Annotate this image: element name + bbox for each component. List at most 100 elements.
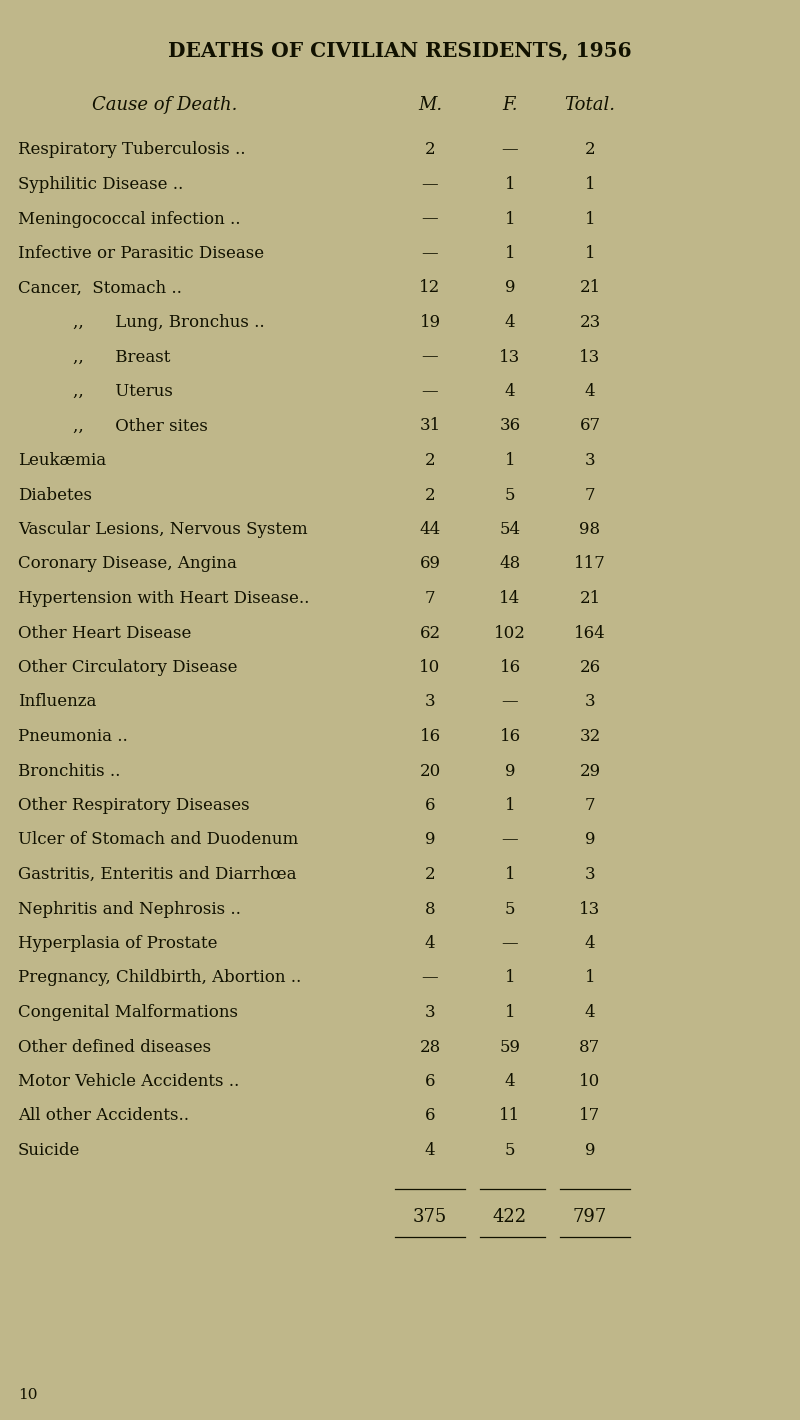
Text: —: —: [422, 970, 438, 987]
Text: ,,      Other sites: ,, Other sites: [73, 417, 208, 435]
Text: 1: 1: [505, 797, 515, 814]
Text: 4: 4: [505, 1074, 515, 1091]
Text: —: —: [422, 246, 438, 263]
Text: Other defined diseases: Other defined diseases: [18, 1038, 211, 1055]
Text: —: —: [502, 693, 518, 710]
Text: 21: 21: [579, 280, 601, 297]
Text: 164: 164: [574, 625, 606, 642]
Text: 1: 1: [505, 246, 515, 263]
Text: —: —: [422, 176, 438, 193]
Text: —: —: [502, 142, 518, 159]
Text: 5: 5: [505, 1142, 515, 1159]
Text: —: —: [502, 934, 518, 951]
Text: Cancer,  Stomach ..: Cancer, Stomach ..: [18, 280, 182, 297]
Text: 48: 48: [499, 555, 521, 572]
Text: 10: 10: [419, 659, 441, 676]
Text: —: —: [502, 832, 518, 849]
Text: 1: 1: [585, 246, 595, 263]
Text: 2: 2: [425, 452, 435, 469]
Text: 9: 9: [585, 832, 595, 849]
Text: 62: 62: [419, 625, 441, 642]
Text: Other Circulatory Disease: Other Circulatory Disease: [18, 659, 238, 676]
Text: 9: 9: [425, 832, 435, 849]
Text: 3: 3: [425, 693, 435, 710]
Text: 9: 9: [505, 280, 515, 297]
Text: 28: 28: [419, 1038, 441, 1055]
Text: —: —: [422, 348, 438, 365]
Text: 5: 5: [505, 900, 515, 917]
Text: 422: 422: [493, 1208, 527, 1225]
Text: Diabetes: Diabetes: [18, 487, 92, 504]
Text: 5: 5: [505, 487, 515, 504]
Text: 26: 26: [579, 659, 601, 676]
Text: 4: 4: [505, 314, 515, 331]
Text: 23: 23: [579, 314, 601, 331]
Text: 4: 4: [585, 1004, 595, 1021]
Text: Respiratory Tuberculosis ..: Respiratory Tuberculosis ..: [18, 142, 246, 159]
Text: 12: 12: [419, 280, 441, 297]
Text: 3: 3: [425, 1004, 435, 1021]
Text: 21: 21: [579, 589, 601, 606]
Text: 69: 69: [419, 555, 441, 572]
Text: 4: 4: [585, 934, 595, 951]
Text: 7: 7: [585, 487, 595, 504]
Text: Total.: Total.: [565, 97, 615, 114]
Text: 1: 1: [585, 176, 595, 193]
Text: Nephritis and Nephrosis ..: Nephritis and Nephrosis ..: [18, 900, 241, 917]
Text: 13: 13: [579, 348, 601, 365]
Text: Infective or Parasitic Disease: Infective or Parasitic Disease: [18, 246, 264, 263]
Text: 117: 117: [574, 555, 606, 572]
Text: Other Respiratory Diseases: Other Respiratory Diseases: [18, 797, 250, 814]
Text: All other Accidents..: All other Accidents..: [18, 1108, 189, 1125]
Text: 2: 2: [425, 142, 435, 159]
Text: 87: 87: [579, 1038, 601, 1055]
Text: Pneumonia ..: Pneumonia ..: [18, 728, 128, 746]
Text: Hypertension with Heart Disease..: Hypertension with Heart Disease..: [18, 589, 310, 606]
Text: 16: 16: [499, 659, 521, 676]
Text: 67: 67: [579, 417, 601, 435]
Text: Ulcer of Stomach and Duodenum: Ulcer of Stomach and Duodenum: [18, 832, 298, 849]
Text: 1: 1: [505, 452, 515, 469]
Text: Hyperplasia of Prostate: Hyperplasia of Prostate: [18, 934, 218, 951]
Text: ,,      Lung, Bronchus ..: ,, Lung, Bronchus ..: [73, 314, 265, 331]
Text: 10: 10: [18, 1387, 38, 1402]
Text: —: —: [422, 210, 438, 227]
Text: Syphilitic Disease ..: Syphilitic Disease ..: [18, 176, 183, 193]
Text: 3: 3: [585, 693, 595, 710]
Text: 4: 4: [505, 383, 515, 400]
Text: 4: 4: [585, 383, 595, 400]
Text: 4: 4: [425, 1142, 435, 1159]
Text: ,,      Uterus: ,, Uterus: [73, 383, 173, 400]
Text: 8: 8: [425, 900, 435, 917]
Text: Influenza: Influenza: [18, 693, 96, 710]
Text: 14: 14: [499, 589, 521, 606]
Text: 1: 1: [505, 1004, 515, 1021]
Text: 2: 2: [585, 142, 595, 159]
Text: F.: F.: [502, 97, 518, 114]
Text: 16: 16: [499, 728, 521, 746]
Text: 797: 797: [573, 1208, 607, 1225]
Text: 6: 6: [425, 1074, 435, 1091]
Text: 13: 13: [579, 900, 601, 917]
Text: 32: 32: [579, 728, 601, 746]
Text: 6: 6: [425, 797, 435, 814]
Text: Meningococcal infection ..: Meningococcal infection ..: [18, 210, 241, 227]
Text: 1: 1: [585, 210, 595, 227]
Text: 3: 3: [585, 452, 595, 469]
Text: Pregnancy, Childbirth, Abortion ..: Pregnancy, Childbirth, Abortion ..: [18, 970, 302, 987]
Text: 36: 36: [499, 417, 521, 435]
Text: 9: 9: [585, 1142, 595, 1159]
Text: 29: 29: [579, 763, 601, 780]
Text: ,,      Breast: ,, Breast: [73, 348, 170, 365]
Text: M.: M.: [418, 97, 442, 114]
Text: 31: 31: [419, 417, 441, 435]
Text: 3: 3: [585, 866, 595, 883]
Text: DEATHS OF CIVILIAN RESIDENTS, 1956: DEATHS OF CIVILIAN RESIDENTS, 1956: [168, 40, 632, 60]
Text: 4: 4: [425, 934, 435, 951]
Text: 59: 59: [499, 1038, 521, 1055]
Text: 98: 98: [579, 521, 601, 538]
Text: Leukæmia: Leukæmia: [18, 452, 106, 469]
Text: 1: 1: [505, 970, 515, 987]
Text: 6: 6: [425, 1108, 435, 1125]
Text: Gastritis, Enteritis and Diarrhœa: Gastritis, Enteritis and Diarrhœa: [18, 866, 297, 883]
